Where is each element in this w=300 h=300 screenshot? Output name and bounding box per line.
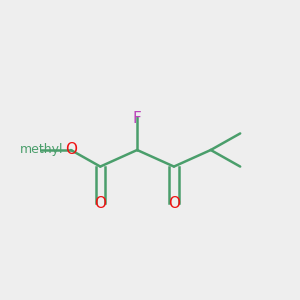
Text: O: O <box>94 196 106 211</box>
Text: O: O <box>65 142 77 158</box>
Text: methyl: methyl <box>20 143 63 157</box>
Text: O: O <box>168 196 180 211</box>
Text: F: F <box>133 111 142 126</box>
